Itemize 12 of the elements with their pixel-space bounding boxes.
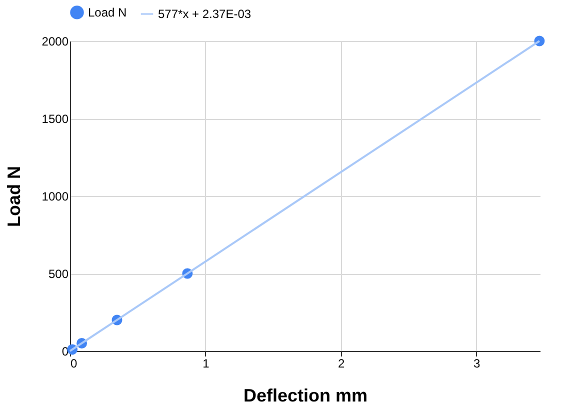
x-tick-label: 0 [70,356,78,370]
legend-label: 577*x + 2.37E-03 [158,7,252,21]
x-tick-label: 3 [473,356,480,370]
y-axis-title: Load N [4,166,24,227]
x-tick-label: 2 [338,356,346,370]
x-tick-label: 1 [202,356,210,370]
legend-label: Load N [88,5,127,20]
x-axis-title: Deflection mm [243,386,368,406]
y-tick-label: 1000 [42,190,69,204]
y-tick-label: 1500 [42,112,69,126]
y-tick-label: 500 [48,267,69,281]
y-tick-label: 2000 [42,34,69,48]
